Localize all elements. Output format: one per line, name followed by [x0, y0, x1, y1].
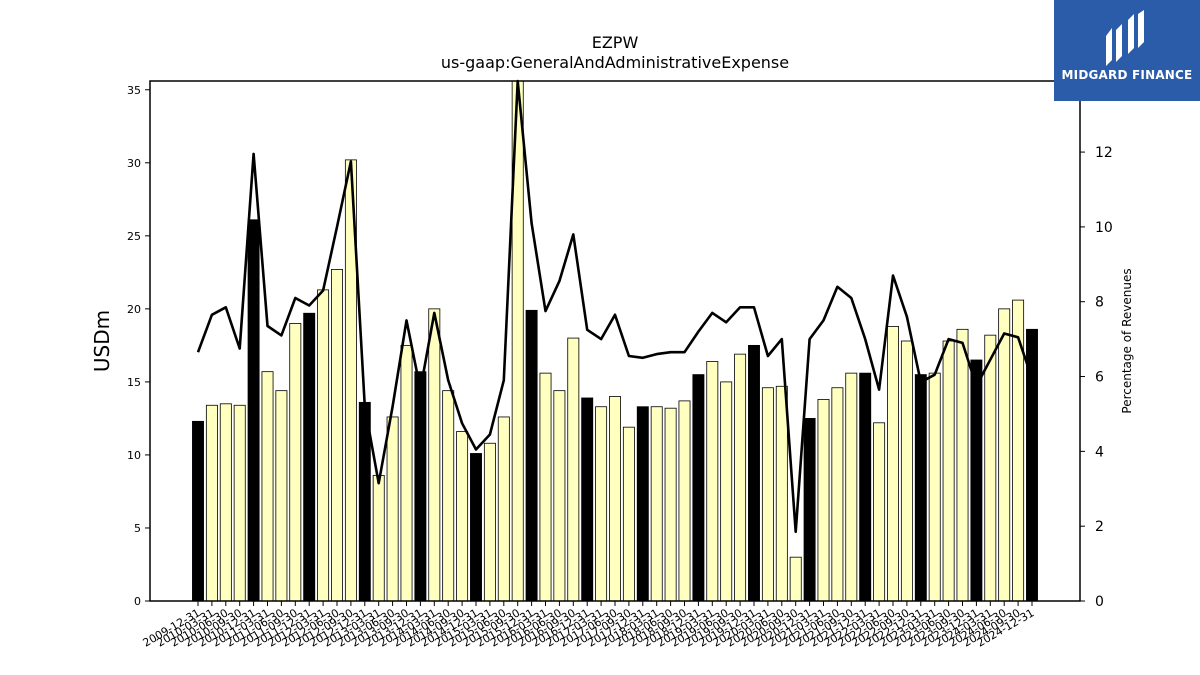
bar — [803, 418, 816, 602]
y2-tick-label: 6 — [1095, 370, 1104, 386]
y-tick-label: 35 — [127, 84, 141, 97]
bar — [317, 289, 330, 602]
bar — [845, 372, 858, 602]
bar — [789, 556, 802, 602]
bar — [428, 308, 441, 602]
bar — [553, 390, 566, 602]
bar — [581, 397, 594, 602]
bar — [900, 340, 913, 602]
bar — [442, 390, 455, 602]
bar — [970, 359, 983, 602]
bar — [456, 431, 469, 602]
bar — [219, 403, 232, 602]
bar — [859, 372, 872, 602]
bar — [289, 323, 302, 602]
bar — [303, 312, 316, 602]
bar — [233, 404, 246, 602]
bar — [386, 416, 399, 602]
bar — [748, 344, 760, 602]
y-axis-label: USDm — [90, 310, 114, 372]
bar — [817, 399, 830, 602]
y2-tick-label: 0 — [1095, 594, 1104, 610]
bar — [775, 385, 788, 602]
y-tick-label: 0 — [134, 595, 141, 608]
bar — [261, 371, 274, 602]
axes: 051015202530350246810122009-12-312010-03… — [127, 80, 1113, 650]
y-tick-label: 30 — [127, 157, 141, 170]
chart-subtitle: us-gaap:GeneralAndAdministrativeExpense — [441, 53, 789, 72]
chart-title: EZPW — [592, 33, 639, 52]
bar — [734, 353, 747, 602]
y-tick-label: 5 — [134, 522, 141, 535]
bar — [497, 416, 510, 602]
bar — [622, 426, 635, 602]
y-tick-label: 10 — [127, 449, 141, 462]
y2-tick-label: 10 — [1095, 220, 1113, 236]
bar — [706, 361, 719, 602]
bar — [692, 374, 705, 602]
bar — [205, 404, 218, 602]
bar — [609, 396, 621, 602]
y2-axis-label: Percentage of Revenues — [1120, 268, 1134, 413]
bar — [956, 328, 969, 602]
percentage-line — [196, 79, 1034, 534]
bar — [247, 219, 260, 602]
bar — [414, 371, 427, 602]
bar — [331, 269, 343, 602]
y-tick-label: 15 — [127, 376, 141, 389]
bar — [595, 406, 608, 602]
y2-tick-label: 8 — [1095, 295, 1104, 311]
bar — [483, 442, 496, 602]
bar — [192, 420, 204, 602]
line-series — [196, 79, 1034, 534]
bar — [470, 453, 482, 602]
bar — [678, 400, 691, 602]
bar — [664, 407, 677, 602]
brand-name: MIDGARD FINANCE — [1061, 68, 1193, 82]
y-tick-label: 25 — [127, 230, 141, 243]
y-tick-label: 20 — [127, 303, 141, 316]
bar — [539, 372, 552, 602]
bar — [998, 308, 1011, 602]
bar — [636, 406, 649, 602]
bar — [831, 387, 844, 602]
bar — [914, 374, 927, 602]
y2-tick-label: 12 — [1095, 145, 1113, 161]
bar — [984, 334, 997, 602]
bar — [720, 381, 733, 602]
brand-logo: MIDGARD FINANCE — [1054, 0, 1200, 101]
bar — [400, 344, 413, 602]
bar — [942, 340, 955, 602]
bar — [650, 406, 663, 602]
bar — [525, 309, 538, 602]
bar — [275, 390, 288, 602]
bar — [928, 372, 941, 602]
bar — [761, 387, 774, 602]
bar — [567, 337, 580, 602]
y2-tick-label: 2 — [1095, 519, 1104, 535]
bar — [372, 474, 385, 602]
bar — [887, 325, 899, 602]
bar-series — [192, 80, 1038, 602]
bar — [873, 422, 886, 602]
y2-tick-label: 4 — [1095, 444, 1104, 460]
midgard-logo-icon — [1106, 10, 1144, 66]
